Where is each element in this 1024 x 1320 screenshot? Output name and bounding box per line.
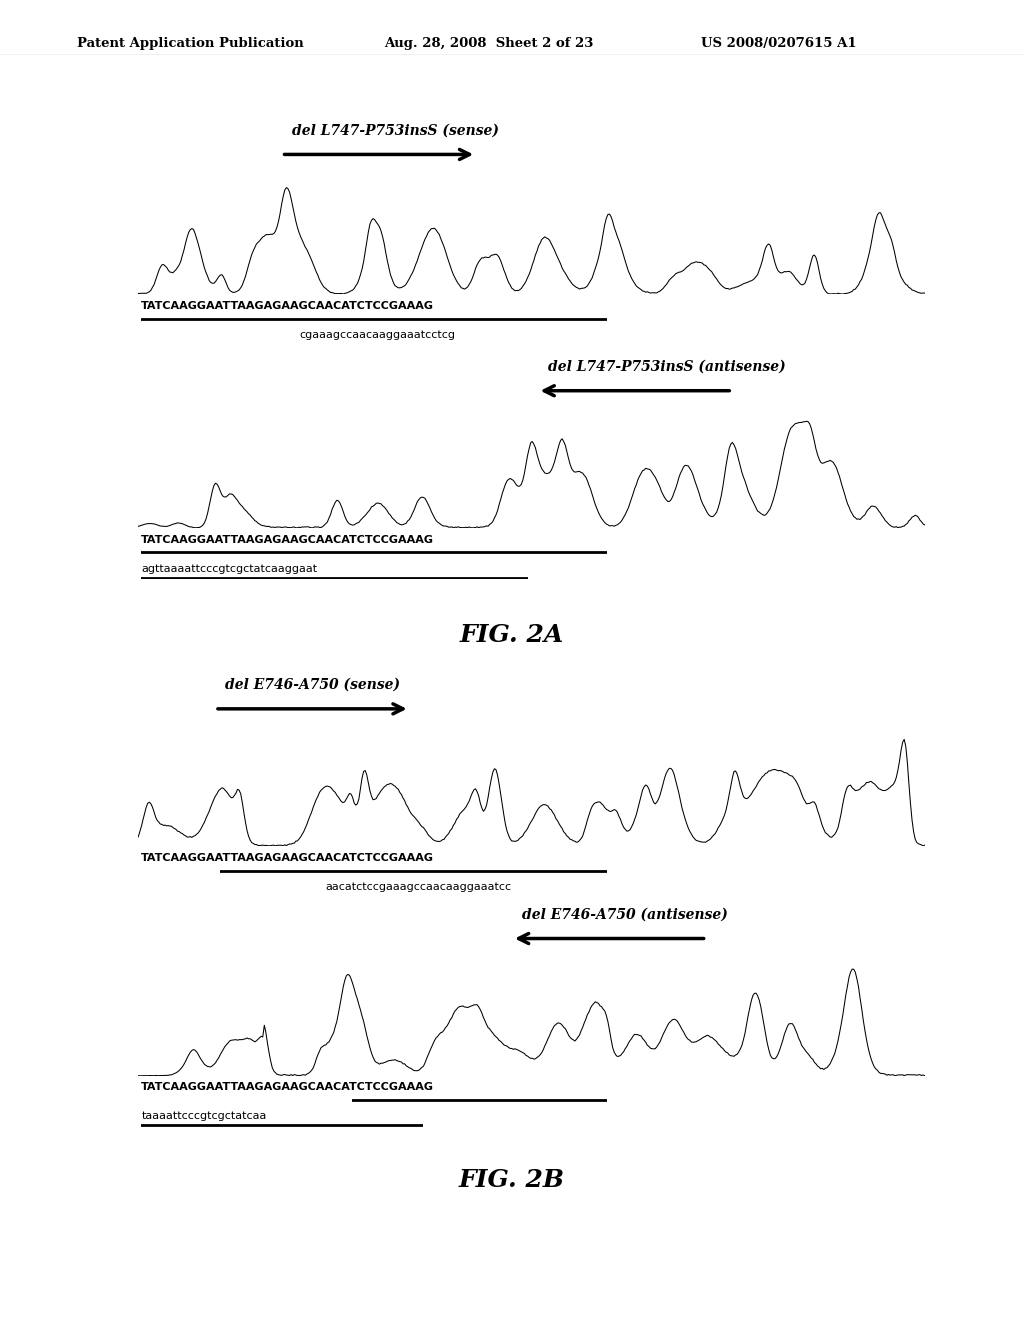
Text: cgaaagccaacaaggaaatcctcg: cgaaagccaacaaggaaatcctcg <box>299 330 456 341</box>
Text: US 2008/0207615 A1: US 2008/0207615 A1 <box>701 37 857 50</box>
Text: TATCAAGGAATTAAGAGAAGCAACATCTCCGAAAG: TATCAAGGAATTAAGAGAAGCAACATCTCCGAAAG <box>141 1082 434 1093</box>
Text: taaaattcccgtcgctatcaa: taaaattcccgtcgctatcaa <box>141 1111 266 1122</box>
Text: Patent Application Publication: Patent Application Publication <box>77 37 303 50</box>
Text: TATCAAGGAATTAAGAGAAGCAACATCTCCGAAAG: TATCAAGGAATTAAGAGAAGCAACATCTCCGAAAG <box>141 301 434 312</box>
Text: del L747-P753insS (sense): del L747-P753insS (sense) <box>292 123 499 137</box>
Text: del E746-A750 (antisense): del E746-A750 (antisense) <box>522 907 728 921</box>
Text: del L747-P753insS (antisense): del L747-P753insS (antisense) <box>548 359 785 374</box>
Text: Aug. 28, 2008  Sheet 2 of 23: Aug. 28, 2008 Sheet 2 of 23 <box>384 37 593 50</box>
Text: TATCAAGGAATTAAGAGAAGCAACATCTCCGAAAG: TATCAAGGAATTAAGAGAAGCAACATCTCCGAAAG <box>141 535 434 545</box>
Text: agttaaaattcccgtcgctatcaaggaat: agttaaaattcccgtcgctatcaaggaat <box>141 564 317 574</box>
Text: aacatctccgaaagccaacaaggaaatcc: aacatctccgaaagccaacaaggaaatcc <box>326 882 512 892</box>
Text: TATCAAGGAATTAAGAGAAGCAACATCTCCGAAAG: TATCAAGGAATTAAGAGAAGCAACATCTCCGAAAG <box>141 853 434 863</box>
Text: FIG. 2B: FIG. 2B <box>459 1168 565 1192</box>
Text: del E746-A750 (sense): del E746-A750 (sense) <box>225 677 400 692</box>
Text: FIG. 2A: FIG. 2A <box>460 623 564 647</box>
